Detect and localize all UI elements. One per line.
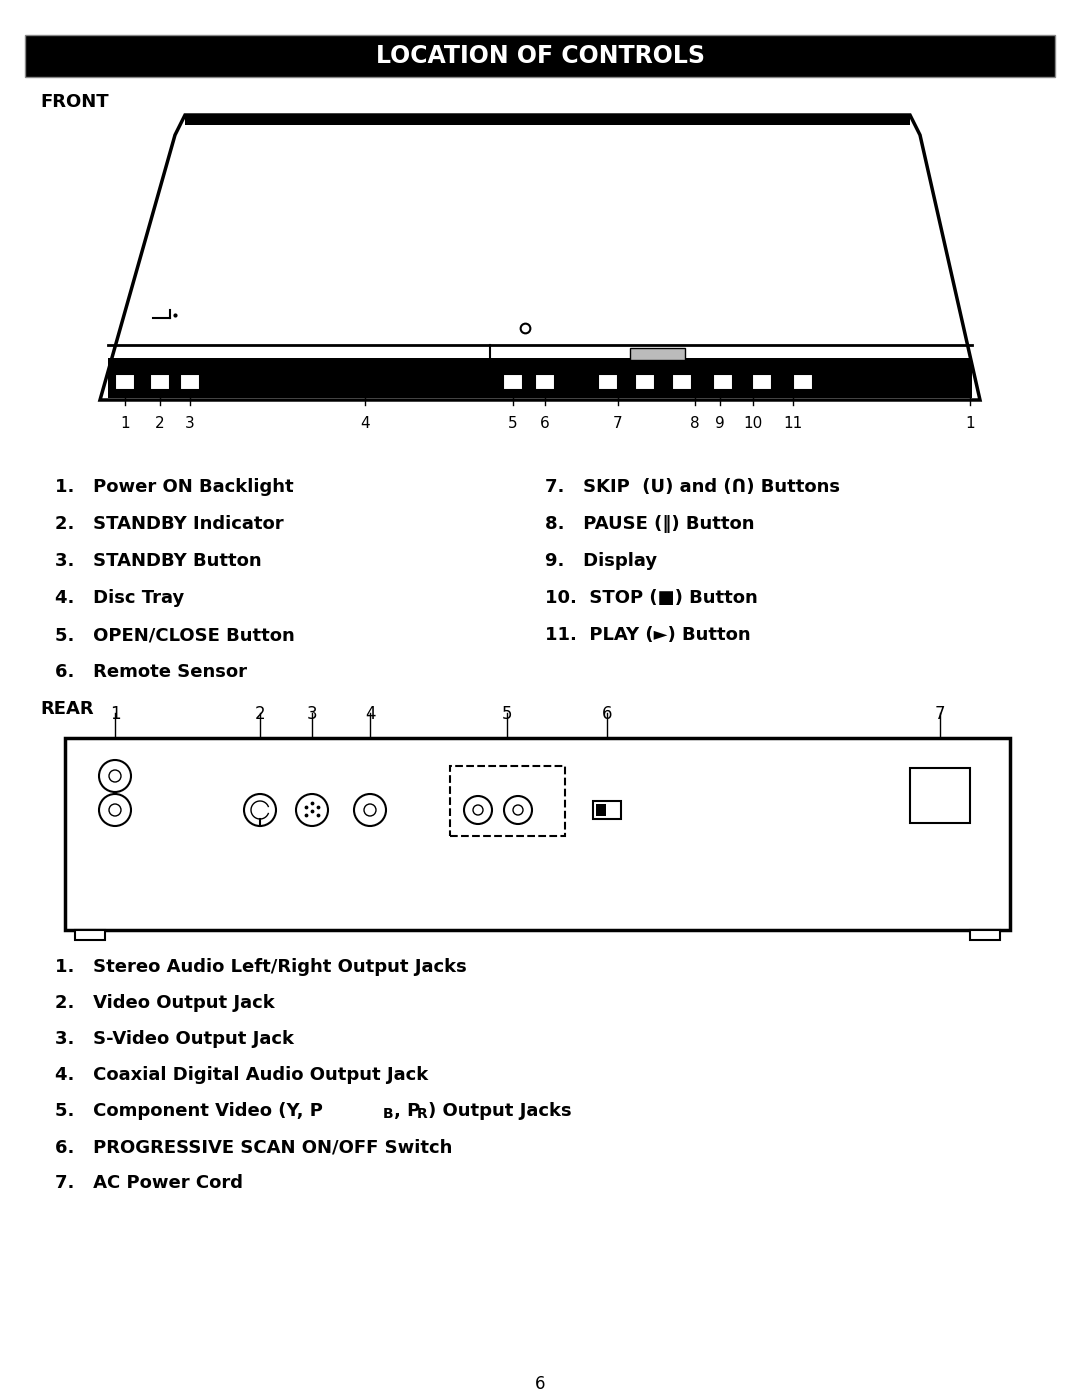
- Text: 7.   AC Power Cord: 7. AC Power Cord: [55, 1173, 243, 1192]
- Text: 6: 6: [602, 705, 612, 724]
- Text: 9.   Display: 9. Display: [545, 552, 657, 570]
- Bar: [535, 374, 555, 390]
- Text: 5.   Component Video (Y, P: 5. Component Video (Y, P: [55, 1102, 323, 1120]
- Bar: [672, 374, 692, 390]
- Bar: [75, 930, 105, 940]
- Bar: [25, 35, 1055, 77]
- Text: 4: 4: [365, 705, 375, 724]
- Bar: [713, 374, 733, 390]
- Text: 4: 4: [361, 416, 369, 432]
- Text: 1: 1: [966, 416, 975, 432]
- Bar: [752, 374, 772, 390]
- Text: 5: 5: [502, 705, 512, 724]
- Circle shape: [296, 793, 328, 826]
- Text: , P: , P: [394, 1102, 420, 1120]
- Text: 11.  PLAY (►) Button: 11. PLAY (►) Button: [545, 626, 751, 644]
- Text: 5: 5: [509, 416, 517, 432]
- Text: 8: 8: [690, 416, 700, 432]
- Circle shape: [504, 796, 532, 824]
- Text: 3.   S-Video Output Jack: 3. S-Video Output Jack: [55, 1030, 294, 1048]
- Bar: [630, 348, 685, 360]
- Polygon shape: [100, 115, 980, 400]
- Text: 10.  STOP (■) Button: 10. STOP (■) Button: [545, 590, 758, 608]
- Bar: [910, 768, 970, 823]
- Circle shape: [244, 793, 276, 826]
- Text: 1.   Power ON Backlight: 1. Power ON Backlight: [55, 478, 294, 496]
- Text: 3: 3: [185, 416, 194, 432]
- Text: 3: 3: [307, 705, 318, 724]
- Bar: [65, 738, 1010, 930]
- Text: 8.   PAUSE (‖) Button: 8. PAUSE (‖) Button: [545, 515, 755, 534]
- Bar: [180, 374, 200, 390]
- Bar: [593, 800, 621, 819]
- Circle shape: [109, 805, 121, 816]
- Text: 1.   Stereo Audio Left/Right Output Jacks: 1. Stereo Audio Left/Right Output Jacks: [55, 958, 467, 977]
- Text: 4.   Coaxial Digital Audio Output Jack: 4. Coaxial Digital Audio Output Jack: [55, 1066, 429, 1084]
- Bar: [450, 766, 565, 835]
- Bar: [503, 374, 523, 390]
- Circle shape: [464, 796, 492, 824]
- Bar: [108, 358, 972, 398]
- Bar: [598, 374, 618, 390]
- Text: 5.   OPEN/CLOSE Button: 5. OPEN/CLOSE Button: [55, 626, 295, 644]
- Text: 6: 6: [540, 416, 550, 432]
- Text: 7.   SKIP  (ᑌ) and (ᑎ) Buttons: 7. SKIP (ᑌ) and (ᑎ) Buttons: [545, 478, 840, 496]
- Bar: [185, 116, 910, 124]
- Circle shape: [473, 805, 483, 814]
- Text: 7: 7: [935, 705, 945, 724]
- Text: 6.   Remote Sensor: 6. Remote Sensor: [55, 664, 247, 680]
- Text: FRONT: FRONT: [40, 94, 109, 110]
- Text: 2.   STANDBY Indicator: 2. STANDBY Indicator: [55, 515, 284, 534]
- Circle shape: [364, 805, 376, 816]
- Circle shape: [99, 793, 131, 826]
- Circle shape: [109, 770, 121, 782]
- Circle shape: [354, 793, 386, 826]
- Bar: [970, 930, 1000, 940]
- Text: 2: 2: [156, 416, 165, 432]
- Circle shape: [513, 805, 523, 814]
- Text: 10: 10: [743, 416, 762, 432]
- Text: 3.   STANDBY Button: 3. STANDBY Button: [55, 552, 261, 570]
- Text: 11: 11: [783, 416, 802, 432]
- Text: R: R: [417, 1106, 428, 1120]
- Text: B: B: [383, 1106, 393, 1120]
- Text: LOCATION OF CONTROLS: LOCATION OF CONTROLS: [376, 43, 704, 68]
- Text: ) Output Jacks: ) Output Jacks: [428, 1102, 571, 1120]
- Bar: [114, 374, 135, 390]
- Text: 1: 1: [110, 705, 120, 724]
- Text: 2: 2: [255, 705, 266, 724]
- Bar: [150, 374, 170, 390]
- Text: 2.   Video Output Jack: 2. Video Output Jack: [55, 995, 274, 1011]
- Circle shape: [99, 760, 131, 792]
- Text: 9: 9: [715, 416, 725, 432]
- Text: REAR: REAR: [40, 700, 94, 718]
- Bar: [793, 374, 813, 390]
- Text: 7: 7: [613, 416, 623, 432]
- Text: 6: 6: [535, 1375, 545, 1393]
- Bar: [635, 374, 654, 390]
- Text: 1: 1: [120, 416, 130, 432]
- Text: 6.   PROGRESSIVE SCAN ON/OFF Switch: 6. PROGRESSIVE SCAN ON/OFF Switch: [55, 1139, 453, 1155]
- Text: 4.   Disc Tray: 4. Disc Tray: [55, 590, 185, 608]
- Bar: [596, 805, 606, 816]
